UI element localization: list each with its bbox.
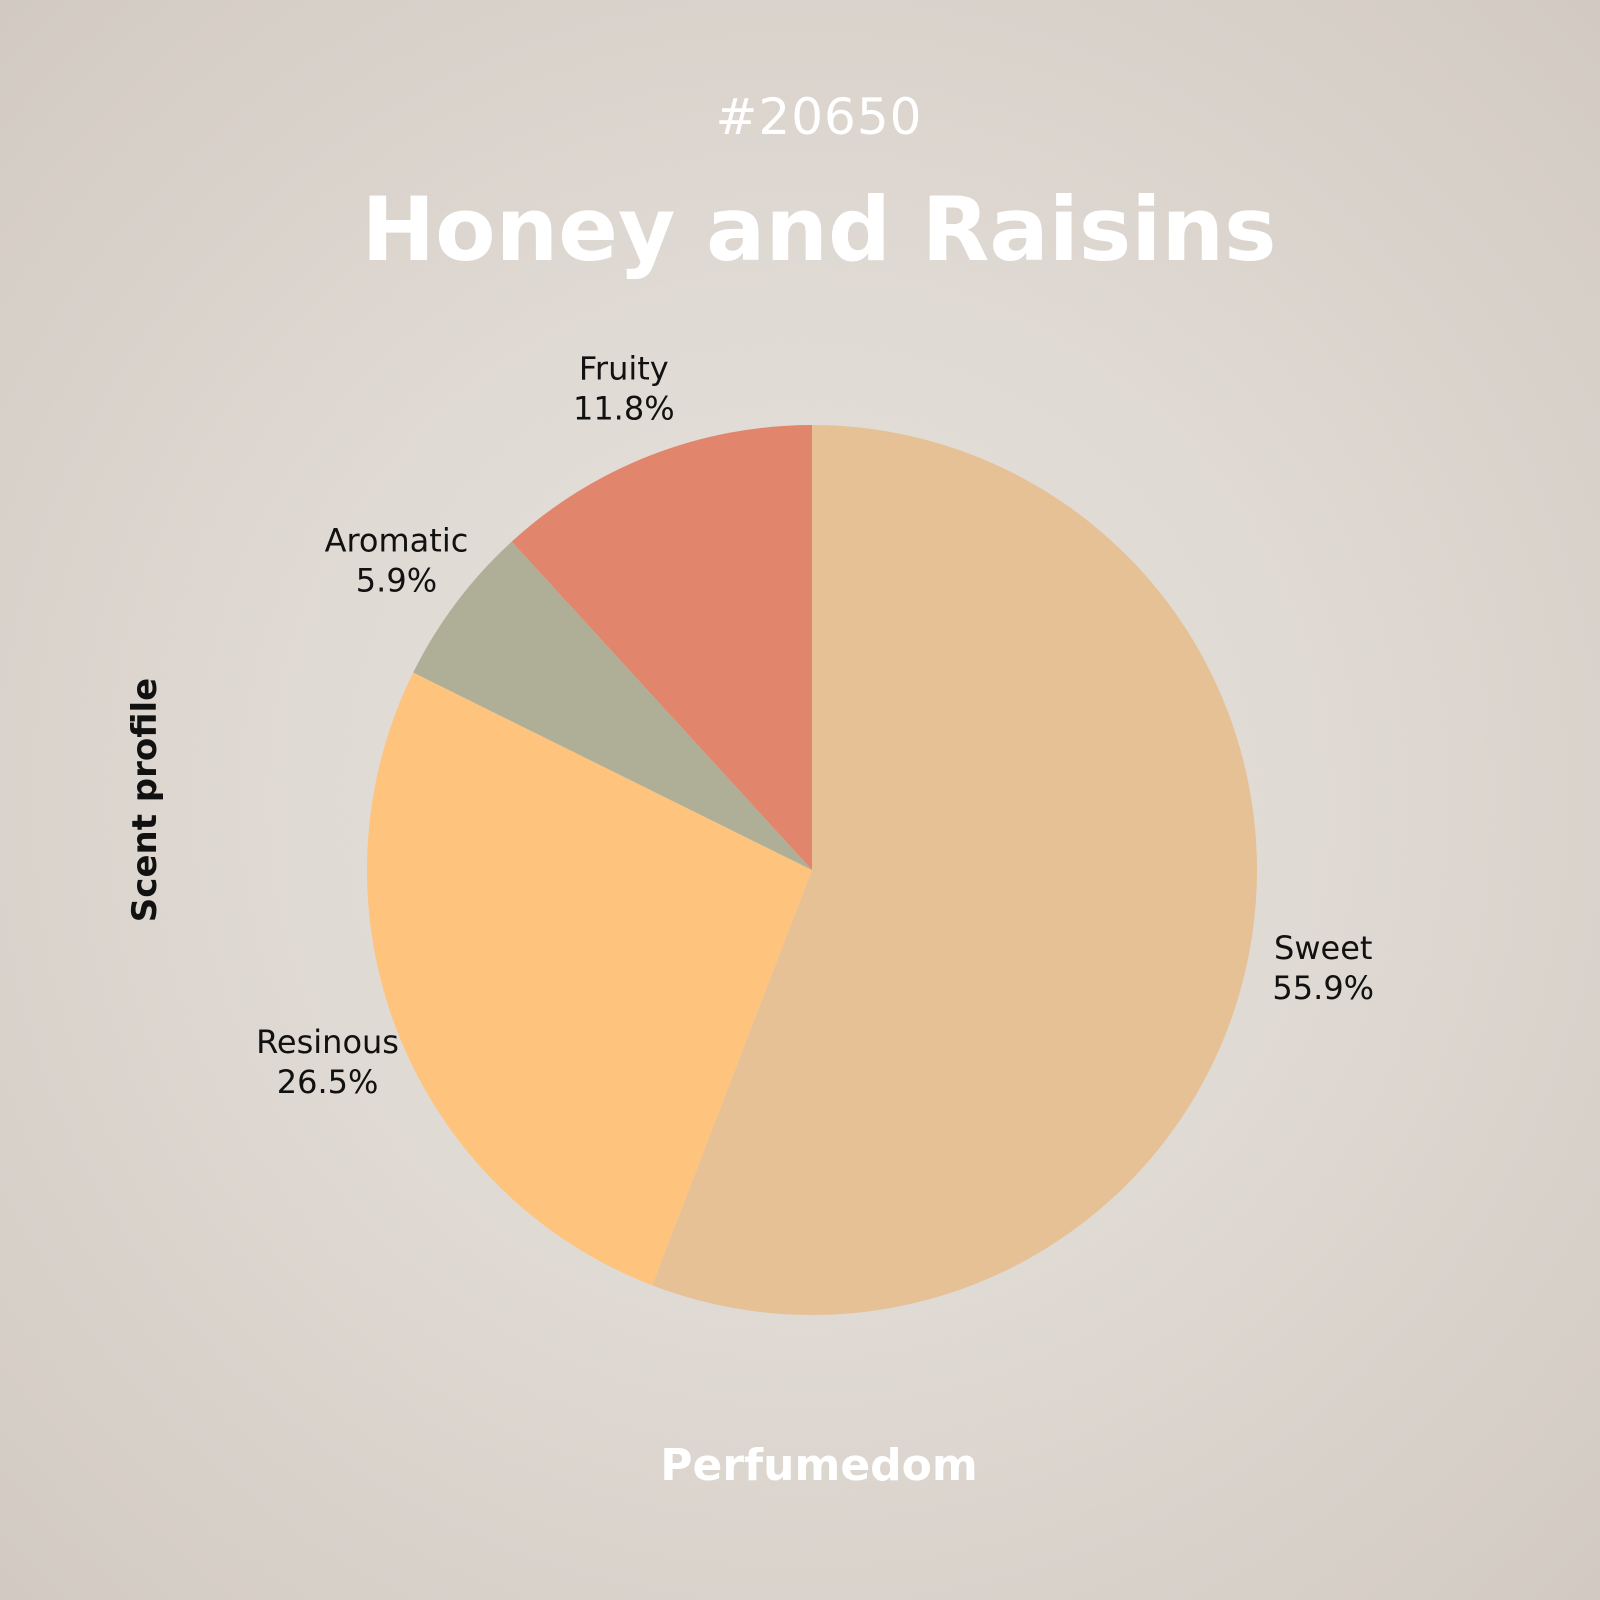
pie-slice-fruity <box>511 425 812 870</box>
slice-label-aromatic: Aromatic <box>325 521 469 559</box>
chart-title: Honey and Raisins <box>361 178 1277 281</box>
pie-slice-resinous <box>366 672 812 1286</box>
slice-value-aromatic: 5.9% <box>356 561 437 599</box>
slice-value-fruity: 11.8% <box>573 389 675 427</box>
pie-slice-sweet <box>652 425 1257 1315</box>
chart-id-number: #20650 <box>715 88 923 146</box>
slice-value-sweet: 55.9% <box>1272 969 1374 1007</box>
slice-value-resinous: 26.5% <box>277 1063 379 1101</box>
slice-label-fruity: Fruity <box>579 349 669 387</box>
slice-label-sweet: Sweet <box>1274 929 1372 967</box>
slice-label-resinous: Resinous <box>256 1023 399 1061</box>
brand-label: Perfumedom <box>660 1440 978 1491</box>
pie-slice-aromatic <box>413 541 812 870</box>
